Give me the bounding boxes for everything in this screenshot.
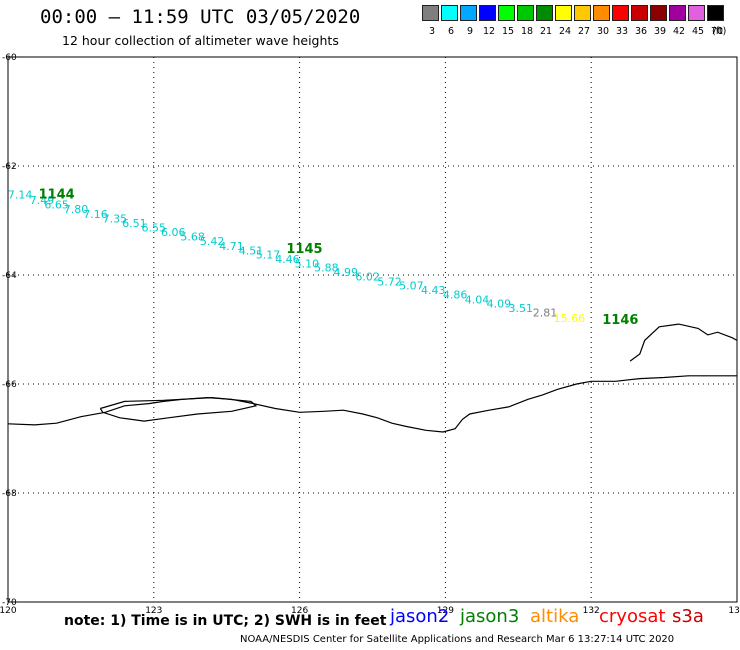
wave-height-label: 5.42: [200, 235, 225, 248]
lat-tick-label: -60: [2, 53, 17, 63]
pass-number-label: 1144: [39, 188, 75, 203]
lon-tick-label: 126: [291, 606, 308, 616]
wave-height-label: 7.80: [64, 203, 89, 216]
colorbar-swatch: [574, 5, 591, 21]
colorbar-label: 21: [539, 26, 553, 37]
colorbar-swatch: [422, 5, 439, 21]
colorbar-label: 9: [466, 26, 474, 37]
wave-height-label: 4.04: [465, 293, 490, 306]
colorbar-swatch: [517, 5, 534, 21]
wave-height-label: 6.06: [161, 226, 186, 239]
colorbar-swatch: [631, 5, 648, 21]
axis-tick-labels: 120 123 126 129 132 135 -60 -62 -64 -66 -68 -70: [0, 53, 740, 616]
wave-height-label: 7.35: [103, 213, 128, 226]
colorbar-label: 6: [447, 26, 455, 37]
colorbar-label: 45: [691, 26, 705, 37]
colorbar-swatch: [593, 5, 610, 21]
wave-height-label: 7.14: [8, 189, 33, 202]
satellite-legend-altika: altika: [530, 606, 580, 627]
lat-tick-label: -62: [2, 162, 17, 172]
colorbar-unit: (ft): [712, 26, 727, 37]
lat-tick-label: -64: [2, 271, 17, 281]
colorbar-swatch: [479, 5, 496, 21]
lat-tick-label: -68: [2, 489, 17, 499]
wave-height-label: 3.51: [508, 302, 533, 315]
colorbar-label: 27: [577, 26, 591, 37]
colorbar-swatch: [707, 5, 724, 21]
satellite-legend-s3a: s3a: [672, 606, 704, 627]
wave-height-label: 15.66: [554, 312, 586, 325]
satellite-legend-jason2: jason2: [390, 606, 450, 627]
pass-number-label: 1145: [286, 242, 322, 257]
page-subtitle: 12 hour collection of altimeter wave hei…: [62, 33, 339, 48]
colorbar-label: 70: [710, 26, 724, 37]
wave-height-label: 6.51: [122, 217, 147, 230]
wave-height-label: 4.99: [334, 266, 359, 279]
lon-tick-label: 135: [728, 606, 740, 616]
wave-height-label: 4.46: [275, 253, 300, 266]
wave-height-label: 4.09: [487, 298, 512, 311]
coastline-east: [629, 323, 738, 362]
wave-height-label: 2.81: [533, 306, 558, 319]
colorbar-swatch: [688, 5, 705, 21]
map-frame: [7, 56, 738, 603]
wave-height-label: 7.49: [30, 194, 55, 207]
wave-height-label: 6.55: [142, 221, 167, 234]
coastline: [7, 323, 738, 433]
colorbar-label: 39: [653, 26, 667, 37]
colorbar-label: 24: [558, 26, 572, 37]
wave-height-label: 4.71: [219, 240, 244, 253]
lon-tick-label: 120: [0, 606, 17, 616]
colorbar-label: 15: [501, 26, 515, 37]
wave-height-label: 4.51: [239, 244, 264, 257]
wave-height-label: 6.02: [355, 270, 380, 283]
colorbar-swatch: [669, 5, 686, 21]
wave-height-label: 5.68: [180, 231, 205, 244]
wave-height-label: 5.07: [399, 280, 424, 293]
coastline-main: [7, 375, 737, 433]
wave-height-observations: 7.147.496.657.807.167.356.516.556.065.68…: [8, 189, 585, 325]
satellite-legend-jason3: jason3: [460, 606, 520, 627]
colorbar-swatch: [650, 5, 667, 21]
lat-tick-label: -70: [2, 598, 17, 608]
coastline-island: [99, 396, 258, 422]
wave-height-label: 5.10: [295, 257, 320, 270]
lon-tick-label: 132: [583, 606, 600, 616]
colorbar-label: 12: [482, 26, 496, 37]
colorbar-label: 30: [596, 26, 610, 37]
colorbar-label: 36: [634, 26, 648, 37]
colorbar-label: 18: [520, 26, 534, 37]
lon-tick-label: 123: [145, 606, 162, 616]
footnote: note: 1) Time is in UTC; 2) SWH is in fe…: [64, 613, 387, 629]
wave-height-label: 5.88: [314, 262, 339, 275]
wave-height-label: 5.72: [377, 275, 402, 288]
pass-number-label: 1146: [602, 313, 638, 328]
map-graticule: [8, 57, 737, 602]
wave-height-label: 7.16: [83, 208, 108, 221]
colorbar-label: 3: [428, 26, 436, 37]
colorbar-swatch: [460, 5, 477, 21]
wave-height-label: 5.17: [256, 249, 281, 262]
satellite-legend-cryosat: cryosat: [599, 606, 666, 627]
colorbar-swatch: [498, 5, 515, 21]
colorbar-swatch: [555, 5, 572, 21]
lon-tick-label: 129: [437, 606, 454, 616]
page-title: 00:00 – 11:59 UTC 03/05/2020: [40, 6, 361, 28]
colorbar-label: 33: [615, 26, 629, 37]
pass-labels: 1144 1145 1146: [39, 188, 639, 328]
colorbar-swatch: [441, 5, 458, 21]
wave-height-label: 6.65: [44, 199, 69, 212]
credit-line: NOAA/NESDIS Center for Satellite Applica…: [240, 634, 675, 645]
colorbar-swatch: [612, 5, 629, 21]
colorbar-swatch: [536, 5, 553, 21]
lat-tick-label: -66: [2, 380, 17, 390]
colorbar-label: 42: [672, 26, 686, 37]
wave-height-label: 4.43: [421, 284, 446, 297]
wave-height-label: 4.86: [443, 288, 468, 301]
